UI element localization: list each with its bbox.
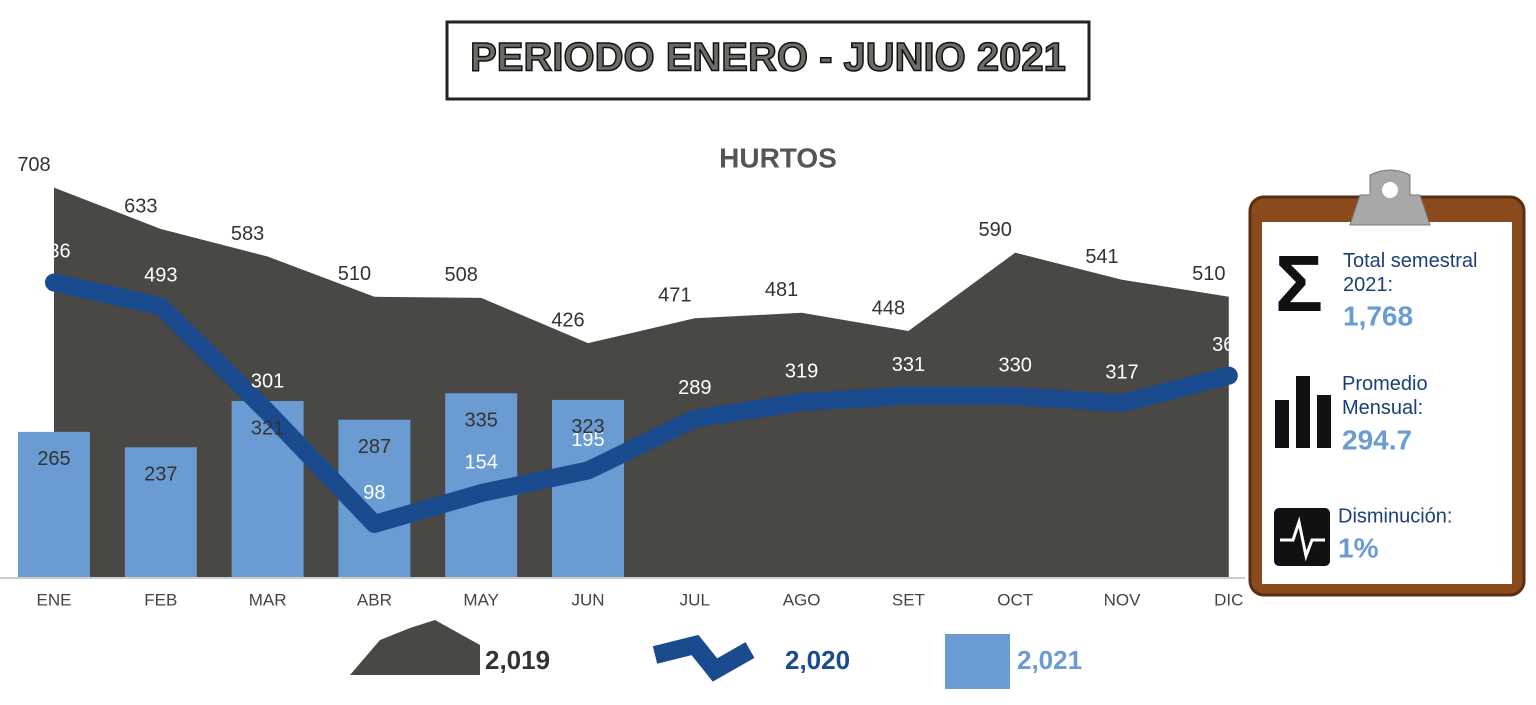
line-value-label: 195 <box>571 429 604 451</box>
x-tick-label: OCT <box>997 590 1033 609</box>
bar-value-label: 321 <box>251 417 284 439</box>
line <box>45 273 1238 533</box>
area-value-label: 426 <box>551 309 584 331</box>
area-value-label: 510 <box>338 263 371 285</box>
pulse-line <box>1280 516 1325 562</box>
x-tick-label: MAY <box>463 590 499 609</box>
line-value-label: 493 <box>144 264 177 286</box>
x-tick-label: MAR <box>249 590 287 609</box>
area-value-label: 508 <box>445 264 478 286</box>
line-value-label: 330 <box>999 354 1032 376</box>
line-value-label: 317 <box>1105 361 1138 383</box>
area-value-label: 481 <box>765 279 798 301</box>
x-tick-label: FEB <box>144 590 177 609</box>
area-value-label: 590 <box>979 219 1012 241</box>
bar-value-label: 265 <box>37 448 70 470</box>
x-tick-label: JUN <box>571 590 604 609</box>
page-title: PERIODO ENERO - JUNIO 2021 <box>470 36 1066 80</box>
bar-value-label: 323 <box>571 416 604 438</box>
x-tick-label: DIC <box>1214 590 1243 609</box>
bar <box>124 447 197 578</box>
panel-label: Disminución: <box>1338 505 1452 527</box>
bars-icon <box>1275 376 1331 448</box>
bar-value-label: 237 <box>144 464 177 486</box>
legend-swatch <box>652 634 755 682</box>
x-tick-label: AGO <box>783 590 821 609</box>
x-tick-label: ABR <box>357 590 392 609</box>
x-tick-label: JUL <box>680 590 710 609</box>
legend-swatch <box>350 620 480 675</box>
bar-value-label: 287 <box>358 436 391 458</box>
panel-label: Promedio Mensual: <box>1342 373 1428 419</box>
line-value-label: 301 <box>251 370 284 392</box>
panel-label: Total semestral 2021: <box>1343 250 1478 296</box>
x-tick-label: ENE <box>37 590 72 609</box>
area-value-label: 510 <box>1192 263 1225 285</box>
line-value-label: 98 <box>363 482 385 504</box>
line-value-label: 536 <box>37 241 70 263</box>
area-value-label: 471 <box>658 285 691 307</box>
summary-panel: Σ Total semestral 2021: 1,768 Promedio Mensu… <box>1248 169 1526 597</box>
title-box <box>445 20 1091 101</box>
line-value-label: 154 <box>465 451 498 473</box>
line-value-label: 367 <box>1212 334 1245 356</box>
plot: 708 633 583 510 508 426 471 481 448 590 541 510 536 4… <box>0 154 1245 609</box>
line-value-label: 289 <box>678 377 711 399</box>
x-tick-label: NOV <box>1104 590 1142 609</box>
sigma-icon: Σ <box>1275 239 1323 328</box>
bar <box>18 431 90 578</box>
legend-swatch <box>945 634 1010 689</box>
legend-label: 2,019 <box>485 645 550 675</box>
area-value-label: 448 <box>872 297 905 319</box>
panel-value: 294.7 <box>1342 424 1412 455</box>
legend-label: 2,020 <box>785 645 850 675</box>
bar <box>552 399 624 578</box>
x-tick-label: SET <box>892 590 925 609</box>
chart-title: HURTOS <box>719 142 837 173</box>
legend-label: 2,021 <box>1017 645 1082 675</box>
line-value-label: 331 <box>892 354 925 376</box>
area-value-label: 541 <box>1085 246 1118 268</box>
area-value-label: 708 <box>17 154 50 176</box>
panel-value: 1% <box>1338 532 1379 563</box>
bar-value-label: 335 <box>465 410 498 432</box>
area-value-label: 583 <box>231 223 264 245</box>
panel-value: 1,768 <box>1343 300 1413 331</box>
clip-hole <box>1382 182 1398 198</box>
area-value-label: 633 <box>124 195 157 217</box>
line-value-label: 319 <box>785 360 818 382</box>
